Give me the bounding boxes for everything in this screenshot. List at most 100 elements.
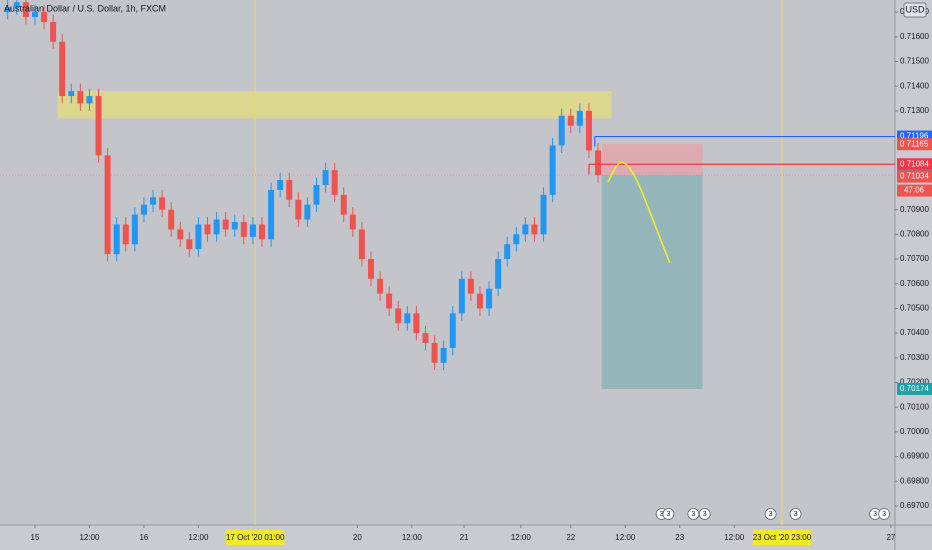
candle-body <box>77 91 84 104</box>
time-marker-label: 17 Oct '20 01:00 <box>226 533 285 542</box>
candle-body <box>449 313 456 348</box>
candle-body <box>540 194 547 235</box>
candle-body <box>177 229 184 240</box>
candle-body <box>567 115 574 126</box>
event-count: 3 <box>703 511 707 518</box>
candle-body <box>531 224 538 235</box>
candle-body <box>186 239 193 250</box>
candle-body <box>295 199 302 220</box>
y-tick-label: 0.70100 <box>900 402 929 411</box>
event-count: 3 <box>660 511 664 518</box>
candle-body <box>4 7 11 13</box>
event-count: 3 <box>691 511 695 518</box>
event-count: 3 <box>666 511 670 518</box>
candle-body <box>513 234 520 245</box>
chart-title: Australian Dollar / U.S. Dollar, 1h, FXC… <box>4 3 166 13</box>
x-tick-label: 12:00 <box>79 533 100 542</box>
currency-box[interactable] <box>903 2 927 18</box>
candle-body <box>213 219 220 235</box>
y-tick-label: 0.69900 <box>900 452 929 461</box>
candle-body <box>22 2 29 18</box>
price-label: 0.71196 <box>900 132 929 141</box>
candle-body <box>440 347 447 363</box>
candle-body <box>331 170 338 195</box>
y-tick-label: 0.71300 <box>900 106 929 115</box>
y-tick-label: 0.70000 <box>900 427 929 436</box>
candle-body <box>349 214 356 230</box>
candle-body <box>140 204 147 215</box>
price-label: 0.70174 <box>900 384 929 393</box>
time-marker-label: 23 Oct '20 23:00 <box>753 533 812 542</box>
candle-body <box>377 278 384 294</box>
x-tick-label: 12:00 <box>724 533 745 542</box>
time-marker-box <box>226 530 285 545</box>
y-tick-label: 0.70200 <box>900 378 929 387</box>
y-tick-label: 0.70600 <box>900 279 929 288</box>
candle-body <box>122 224 129 245</box>
candle-body <box>249 224 256 237</box>
x-tick-label: 16 <box>139 533 148 542</box>
stop-zone <box>601 144 703 176</box>
event-count: 3 <box>873 511 877 518</box>
candle-body <box>595 150 602 176</box>
candle-body <box>522 224 529 235</box>
candle-body <box>86 96 93 104</box>
y-tick-label: 0.69700 <box>900 501 929 510</box>
price-label: 0.71084 <box>900 159 929 168</box>
candle-body <box>31 12 38 18</box>
projection-curve <box>607 161 671 264</box>
candle-body <box>304 204 311 220</box>
candle-body <box>231 222 238 230</box>
candle-body <box>585 110 592 151</box>
candle-body <box>413 313 420 334</box>
x-tick-label: 12:00 <box>188 533 209 542</box>
x-tick-label: 12:00 <box>402 533 423 542</box>
candle-body <box>204 224 211 235</box>
currency[interactable]: USD <box>905 4 925 14</box>
candle-body <box>322 170 329 185</box>
candle-body <box>495 259 502 289</box>
y-tick-label: 0.71600 <box>900 32 929 41</box>
target-zone <box>601 175 703 389</box>
time-marker-box <box>752 530 811 545</box>
price-label: 0.71165 <box>900 139 929 148</box>
y-tick-label: 0.70900 <box>900 205 929 214</box>
event-count: 3 <box>769 511 773 518</box>
candle-body <box>386 293 393 309</box>
candle-body <box>467 278 474 294</box>
candle-body <box>259 224 266 240</box>
candle-body <box>286 180 293 200</box>
candle-body <box>358 229 365 260</box>
candle-body <box>340 194 347 215</box>
y-tick-label: 0.70800 <box>900 229 929 238</box>
candle-body <box>367 259 374 279</box>
price-label: 0.71034 <box>900 172 929 181</box>
x-tick-label: 27 <box>886 533 895 542</box>
candle-body <box>395 308 402 324</box>
candle-body <box>431 343 438 363</box>
x-tick-label: 20 <box>353 533 362 542</box>
candle-body <box>159 197 166 210</box>
y-tick-label: 0.70300 <box>900 353 929 362</box>
supply-zone <box>57 91 612 119</box>
event-count: 3 <box>882 511 886 518</box>
candle-body <box>41 12 48 22</box>
candle-body <box>458 278 465 314</box>
x-tick-label: 15 <box>31 533 40 542</box>
y-tick-label: 0.71500 <box>900 57 929 66</box>
event-icon <box>789 508 802 520</box>
price-label-box <box>897 170 932 183</box>
candle-body <box>476 293 483 309</box>
candle-body <box>404 313 411 324</box>
price-label-box <box>897 382 932 395</box>
candle-body <box>422 333 429 344</box>
candle-body <box>68 91 75 97</box>
candle-body <box>277 180 284 190</box>
event-icon <box>878 508 891 520</box>
candle-body <box>558 115 565 146</box>
candle-body <box>13 2 20 8</box>
countdown: 47:06 <box>904 186 925 195</box>
